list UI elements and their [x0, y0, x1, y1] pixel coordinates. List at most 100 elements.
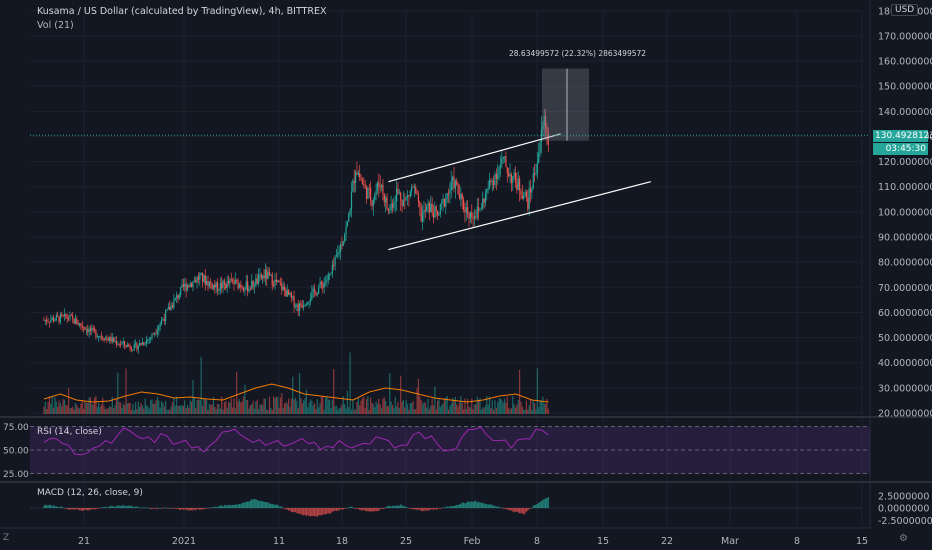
- candle-body: [341, 244, 343, 246]
- volume-bar: [229, 402, 231, 414]
- volume-bar: [144, 398, 146, 414]
- macd-histogram-bar: [268, 503, 271, 508]
- volume-bar: [520, 401, 522, 414]
- candle-body: [525, 192, 528, 198]
- volume-bar: [225, 401, 227, 414]
- time-axis[interactable]: 21 2021 11 18 25 Feb 8 15 22 Mar 8 15: [78, 536, 868, 547]
- candle-body: [78, 323, 81, 326]
- volume-bar: [207, 409, 209, 414]
- volume-bar: [539, 400, 541, 414]
- volume-bar: [397, 402, 399, 414]
- macd-histogram-bar: [503, 508, 506, 509]
- volume-bar: [437, 400, 439, 414]
- volume-bar: [426, 407, 428, 414]
- volume-bar: [169, 409, 171, 414]
- volume-bar: [174, 405, 176, 414]
- macd-histogram-bar: [457, 504, 459, 508]
- volume-bar: [421, 404, 424, 414]
- volume-bar: [506, 396, 508, 414]
- candle-body: [115, 340, 118, 345]
- candle-body: [98, 336, 100, 338]
- candle-body: [136, 343, 138, 350]
- zoom-button[interactable]: Z: [3, 533, 10, 543]
- macd-histogram-bar: [227, 504, 230, 508]
- settings-icon[interactable]: ⚙: [899, 533, 908, 544]
- macd-histogram-bar: [406, 507, 409, 508]
- candle-body: [318, 287, 320, 294]
- volume-bar: [104, 409, 107, 414]
- macd-histogram-bar: [465, 502, 467, 508]
- candle-body: [427, 202, 429, 207]
- volume-bar: [278, 407, 280, 414]
- candle-body: [96, 336, 98, 338]
- volume-bar: [136, 409, 138, 414]
- volume-bar: [126, 403, 128, 414]
- macd-histogram-bar: [439, 508, 441, 509]
- macd-histogram-bar: [356, 508, 358, 509]
- volume-bar: [160, 401, 163, 414]
- volume-bar: [204, 398, 206, 414]
- time-tick-label: 15: [597, 536, 609, 547]
- candle-body: [244, 289, 246, 291]
- candle-body: [458, 194, 461, 199]
- volume-bar: [240, 402, 242, 414]
- price-range-measure[interactable]: [542, 68, 589, 141]
- volume-bar: [132, 403, 134, 414]
- volume-bar: [156, 396, 159, 414]
- candle-body: [505, 156, 507, 168]
- volume-bar: [333, 369, 335, 414]
- volume-bar: [402, 399, 405, 414]
- macd-histogram-bar: [319, 508, 321, 516]
- candle-body: [275, 279, 277, 283]
- macd-histogram-bar: [335, 508, 338, 512]
- macd-histogram-bar: [177, 508, 179, 509]
- volume-bar: [300, 398, 302, 414]
- candle-body: [356, 172, 358, 175]
- macd-histogram-bar: [528, 508, 530, 510]
- macd-histogram-bar: [281, 506, 283, 508]
- macd-histogram-bar: [247, 501, 249, 508]
- candle-body: [475, 216, 477, 218]
- candle-body: [89, 328, 92, 331]
- macd-histogram-bar: [402, 506, 405, 508]
- candle-body: [268, 272, 271, 275]
- volume-bar: [253, 408, 256, 414]
- macd-histogram-bar: [266, 502, 268, 508]
- macd-histogram-bar: [308, 508, 310, 517]
- candle-body: [338, 252, 340, 253]
- volume-bar: [200, 356, 202, 414]
- candle-body: [84, 327, 86, 331]
- macd-histogram-bar: [315, 508, 317, 517]
- volume-bar: [305, 389, 307, 414]
- macd-histogram-bar: [495, 506, 497, 508]
- macd-histogram-bar: [293, 508, 295, 513]
- volume-bar: [453, 399, 455, 414]
- candle-body: [390, 203, 392, 211]
- macd-histogram-bar: [400, 504, 402, 508]
- candle-body: [532, 173, 534, 189]
- volume-bar: [329, 399, 331, 414]
- macd-histogram-bar: [543, 499, 545, 508]
- macd-histogram-bar: [490, 504, 492, 508]
- candle-body: [65, 313, 67, 318]
- macd-histogram-bar: [420, 508, 422, 512]
- macd-histogram-bar: [169, 508, 171, 509]
- candle-body: [263, 275, 265, 279]
- volume-bar: [259, 404, 261, 414]
- candle-body: [488, 180, 491, 189]
- volume-bar: [266, 409, 268, 414]
- macd-histogram-bar: [219, 505, 221, 508]
- macd-histogram-bar: [88, 508, 90, 511]
- currency-badge[interactable]: USD: [891, 4, 919, 16]
- volume-bar: [360, 400, 362, 414]
- candle-body: [394, 201, 396, 203]
- candle-body: [487, 188, 489, 190]
- candle-body: [509, 174, 511, 177]
- macd-histogram-bar: [206, 508, 208, 509]
- candle-body: [170, 305, 172, 311]
- macd-histogram-bar: [221, 505, 223, 508]
- channel-drawing[interactable]: [388, 133, 651, 251]
- volume-bar: [442, 403, 444, 414]
- candle-body: [77, 324, 79, 326]
